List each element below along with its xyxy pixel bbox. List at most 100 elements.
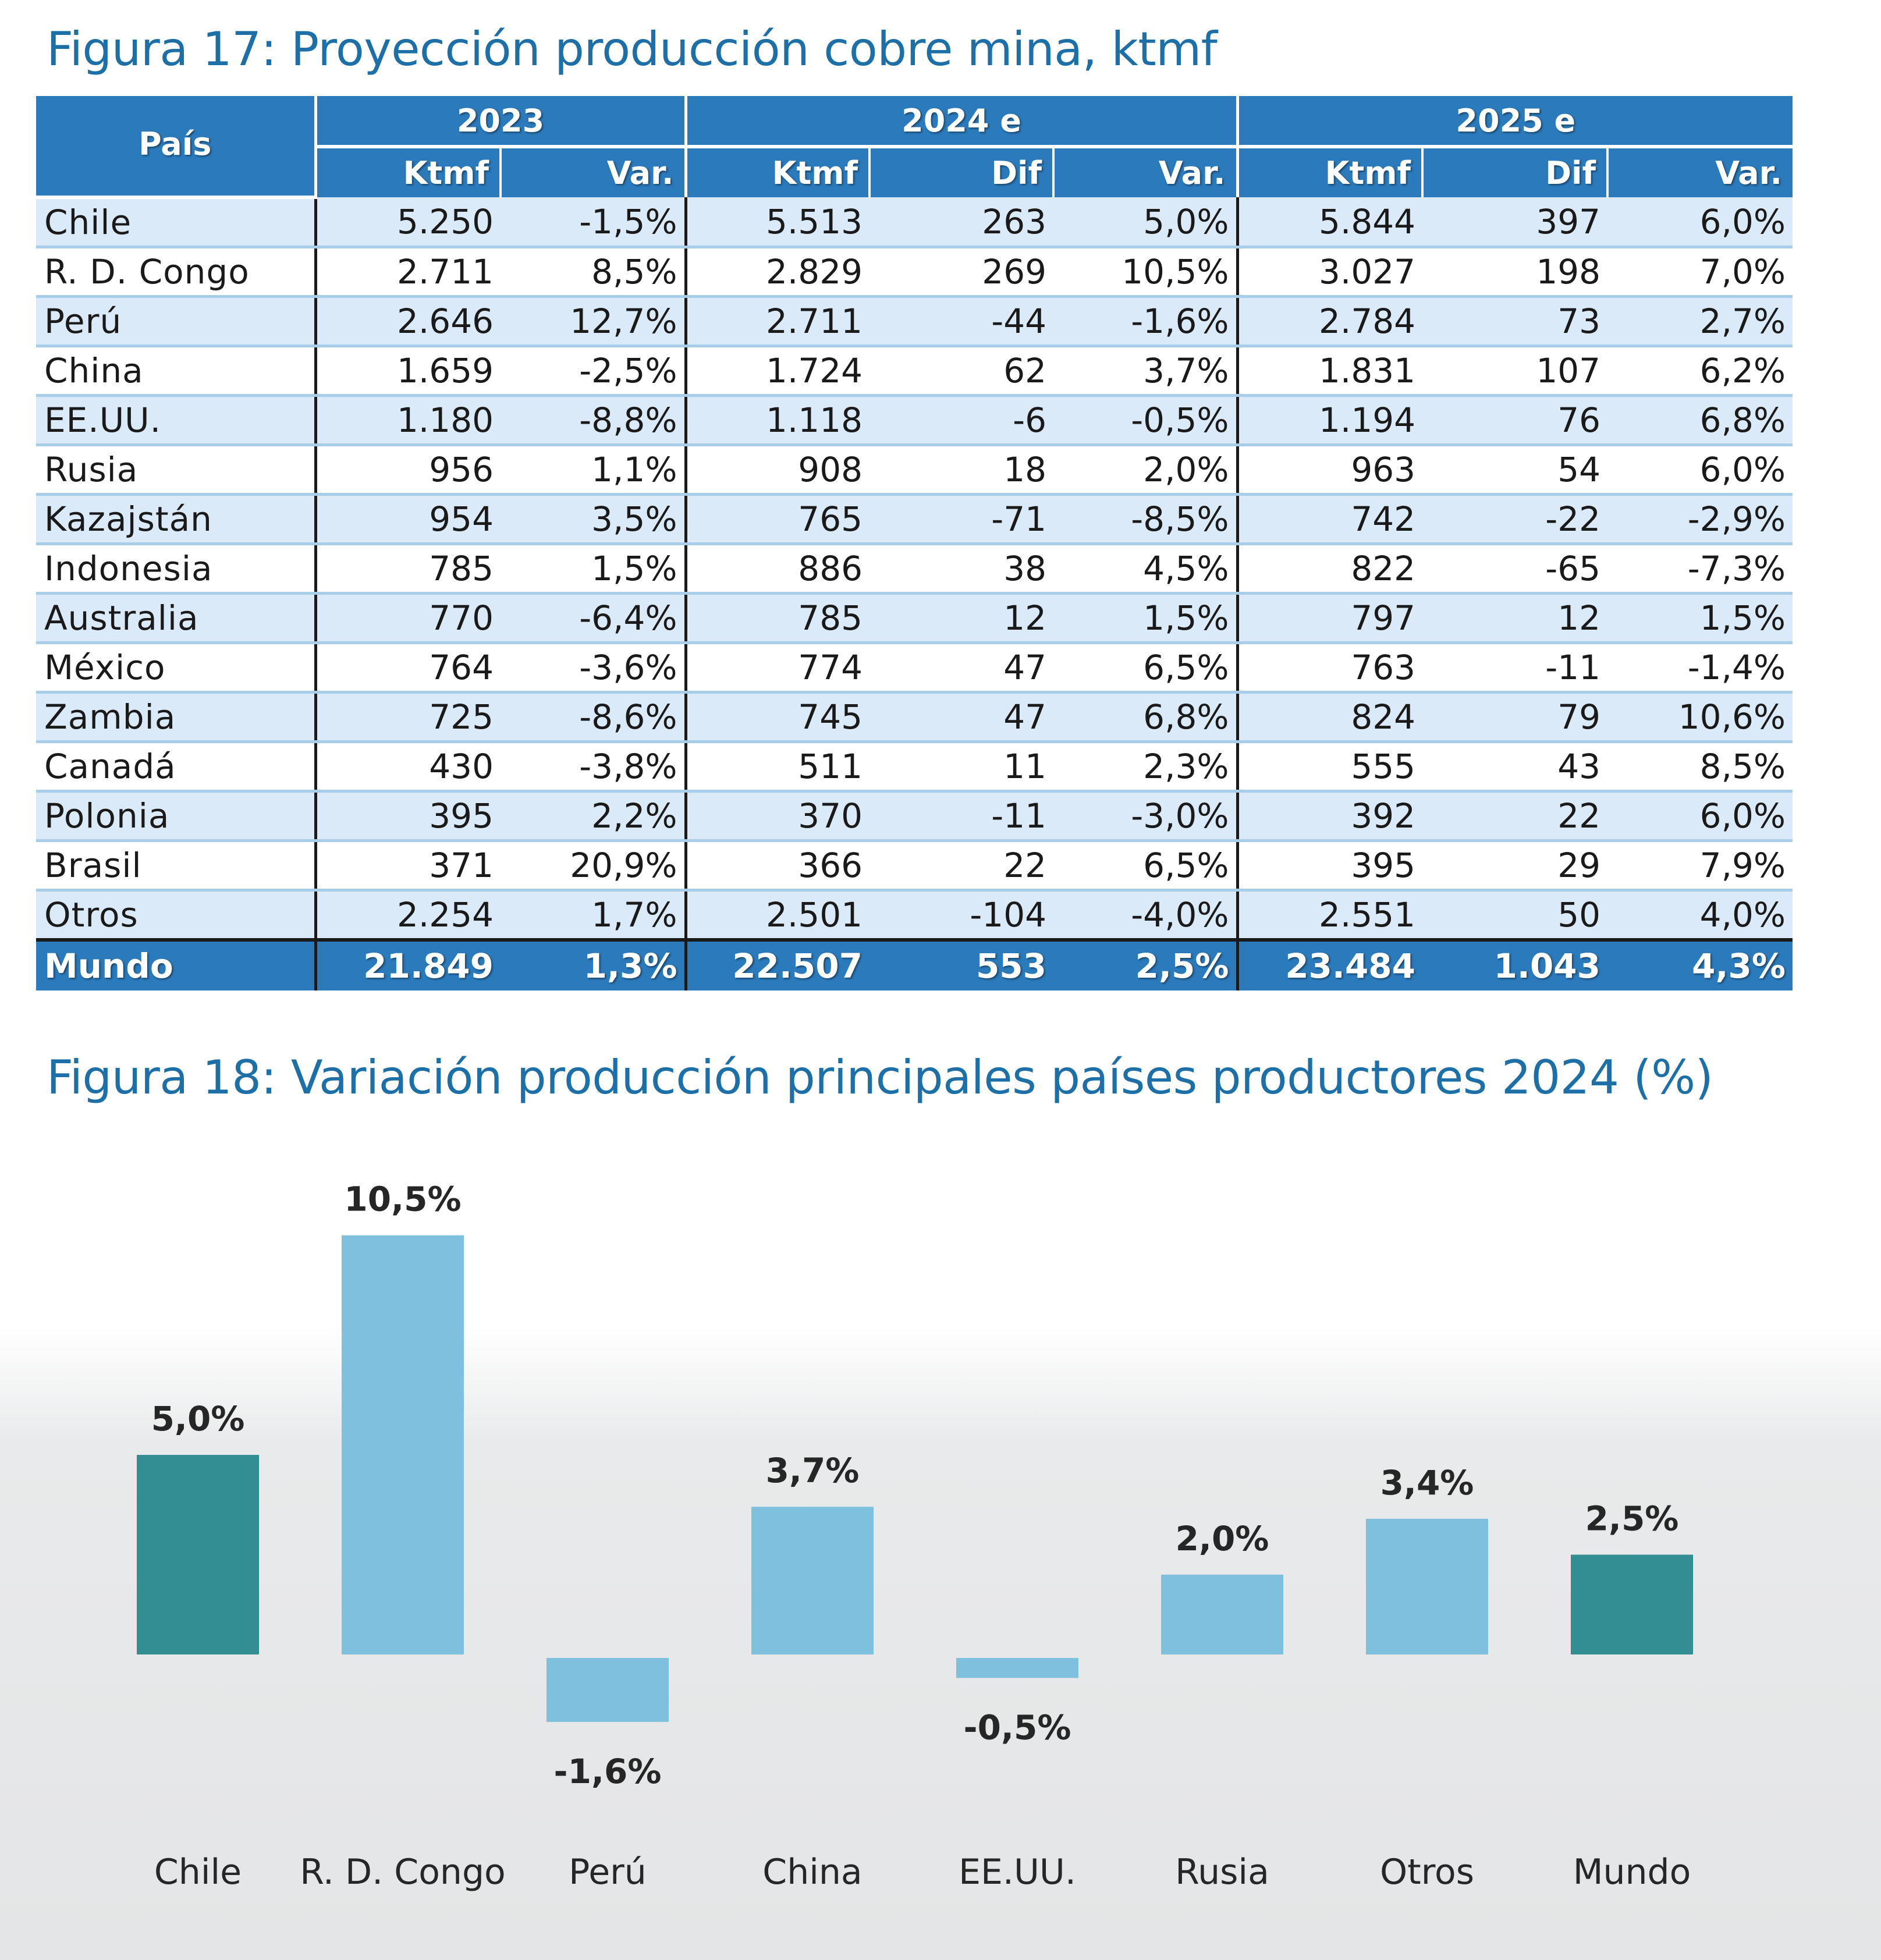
header-year-2024: 2024 e [684,96,1238,148]
cell-ktmf-2025: 2.784 [1236,296,1423,347]
cell-dif-2024: 47 [869,642,1054,694]
cell-dif-2024: 47 [869,692,1054,743]
cell-var-2024: 5,0% [1053,197,1238,248]
table-row: Canadá 430 -3,8% 511 11 2,3% 555 43 8,5% [36,741,1793,793]
cell-ktmf-2023: 2.711 [314,247,501,298]
cell-var-2025: -7,3% [1607,544,1793,595]
bar-value-label: 2,5% [1585,1499,1679,1539]
cell-var-2024: 3,7% [1053,346,1238,397]
cell-ktmf-2024: 366 [684,840,870,892]
cell-pais: Australia [36,593,315,644]
table-total-row: Mundo 21.849 1,3% 22.507 553 2,5% 23.484… [36,938,1793,990]
cell-ktmf-2025: 1.194 [1236,395,1423,446]
total-ktmf-2024: 22.507 [684,938,870,990]
cell-var-2025: 6,0% [1607,791,1793,842]
cell-dif-2025: 50 [1422,890,1608,942]
cell-ktmf-2024: 5.513 [684,197,870,248]
cell-ktmf-2025: 392 [1236,791,1423,842]
cell-var-2024: 1,5% [1053,593,1238,644]
bar-rusia [1161,1574,1283,1654]
bar-otros [1366,1518,1488,1654]
cell-ktmf-2025: 5.844 [1236,197,1423,248]
cell-var-2024: 6,8% [1053,692,1238,743]
cell-dif-2025: 43 [1422,741,1608,793]
cell-ktmf-2024: 2.501 [684,890,870,942]
cell-var-2025: 1,5% [1607,593,1793,644]
cell-var-2023: 3,5% [501,494,686,545]
cell-dif-2024: 38 [869,544,1054,595]
cell-ktmf-2025: 797 [1236,593,1423,644]
header-var-2024: Var. [1052,147,1238,197]
cell-var-2024: 10,5% [1053,247,1238,298]
cell-ktmf-2024: 1.724 [684,346,870,397]
cell-dif-2024: 11 [869,741,1054,793]
cell-dif-2024: -11 [869,791,1054,842]
table-row: Rusia 956 1,1% 908 18 2,0% 963 54 6,0% [36,445,1793,496]
header-dif-2025: Dif [1421,147,1608,197]
category-label: Otros [1380,1852,1474,1892]
table-row: Indonesia 785 1,5% 886 38 4,5% 822 -65 -7,3% [36,544,1793,595]
category-label: Chile [154,1852,242,1892]
cell-var-2023: 1,7% [501,890,686,942]
cell-ktmf-2023: 2.646 [314,296,501,347]
header-pais: País [36,96,315,199]
cell-var-2025: 6,0% [1607,445,1793,496]
cell-var-2023: -3,8% [501,741,686,793]
cell-var-2024: -4,0% [1053,890,1238,942]
cell-ktmf-2023: 770 [314,593,501,644]
cell-ktmf-2024: 765 [684,494,870,545]
cell-var-2023: 8,5% [501,247,686,298]
bar-value-label: 5,0% [151,1399,245,1439]
cell-dif-2024: 263 [869,197,1054,248]
cell-pais: Kazajstán [36,494,315,545]
header-year-2023: 2023 [314,96,686,148]
cell-ktmf-2023: 785 [314,544,501,595]
cell-var-2024: -3,0% [1053,791,1238,842]
cell-dif-2025: 54 [1422,445,1608,496]
cell-dif-2025: -65 [1422,544,1608,595]
cell-dif-2024: -104 [869,890,1054,942]
cell-var-2024: -1,6% [1053,296,1238,347]
cell-ktmf-2023: 1.180 [314,395,501,446]
cell-ktmf-2023: 764 [314,642,501,694]
total-ktmf-2025: 23.484 [1236,938,1423,990]
cell-ktmf-2024: 886 [684,544,870,595]
table-body: Chile 5.250 -1,5% 5.513 263 5,0% 5.844 397 6,0% R… [36,197,1793,942]
cell-var-2023: -8,8% [501,395,686,446]
cell-var-2024: -0,5% [1053,395,1238,446]
category-label: EE.UU. [959,1852,1076,1892]
header-var-2023: Var. [499,147,686,197]
cell-dif-2025: 198 [1422,247,1608,298]
cell-var-2025: 2,7% [1607,296,1793,347]
cell-var-2023: -8,6% [501,692,686,743]
cell-var-2025: -1,4% [1607,642,1793,694]
cell-ktmf-2023: 395 [314,791,501,842]
cell-var-2025: 10,6% [1607,692,1793,743]
variation-bar-chart: 5,0% Chile 10,5% R. D. Congo -1,6% Perú 3,7% Ch… [137,1180,1693,1892]
cell-pais: EE.UU. [36,395,315,446]
cell-ktmf-2025: 395 [1236,840,1423,892]
cell-dif-2025: -11 [1422,642,1608,694]
cell-var-2024: 2,3% [1053,741,1238,793]
cell-pais: China [36,346,315,397]
cell-ktmf-2024: 2.711 [684,296,870,347]
cell-var-2023: 20,9% [501,840,686,892]
category-label: Mundo [1573,1852,1691,1892]
category-label: China [762,1852,862,1892]
header-ktmf-2024: Ktmf [684,147,870,197]
cell-pais: Otros [36,890,315,942]
cell-dif-2024: -6 [869,395,1054,446]
category-label: R. D. Congo [300,1852,505,1892]
table-row: Polonia 395 2,2% 370 -11 -3,0% 392 22 6,0% [36,791,1793,842]
cell-ktmf-2025: 742 [1236,494,1423,545]
cell-pais: Rusia [36,445,315,496]
cell-var-2023: 1,1% [501,445,686,496]
bar-r-d-congo [342,1235,464,1654]
cell-ktmf-2024: 774 [684,642,870,694]
cell-ktmf-2025: 824 [1236,692,1423,743]
production-table-container: País 2023 2024 e 2025 e Ktmf Var. Ktmf D… [36,96,1793,990]
category-label: Perú [569,1852,647,1892]
table-header: País 2023 2024 e 2025 e Ktmf Var. Ktmf D… [36,96,1793,199]
cell-dif-2024: -44 [869,296,1054,347]
cell-dif-2025: 73 [1422,296,1608,347]
